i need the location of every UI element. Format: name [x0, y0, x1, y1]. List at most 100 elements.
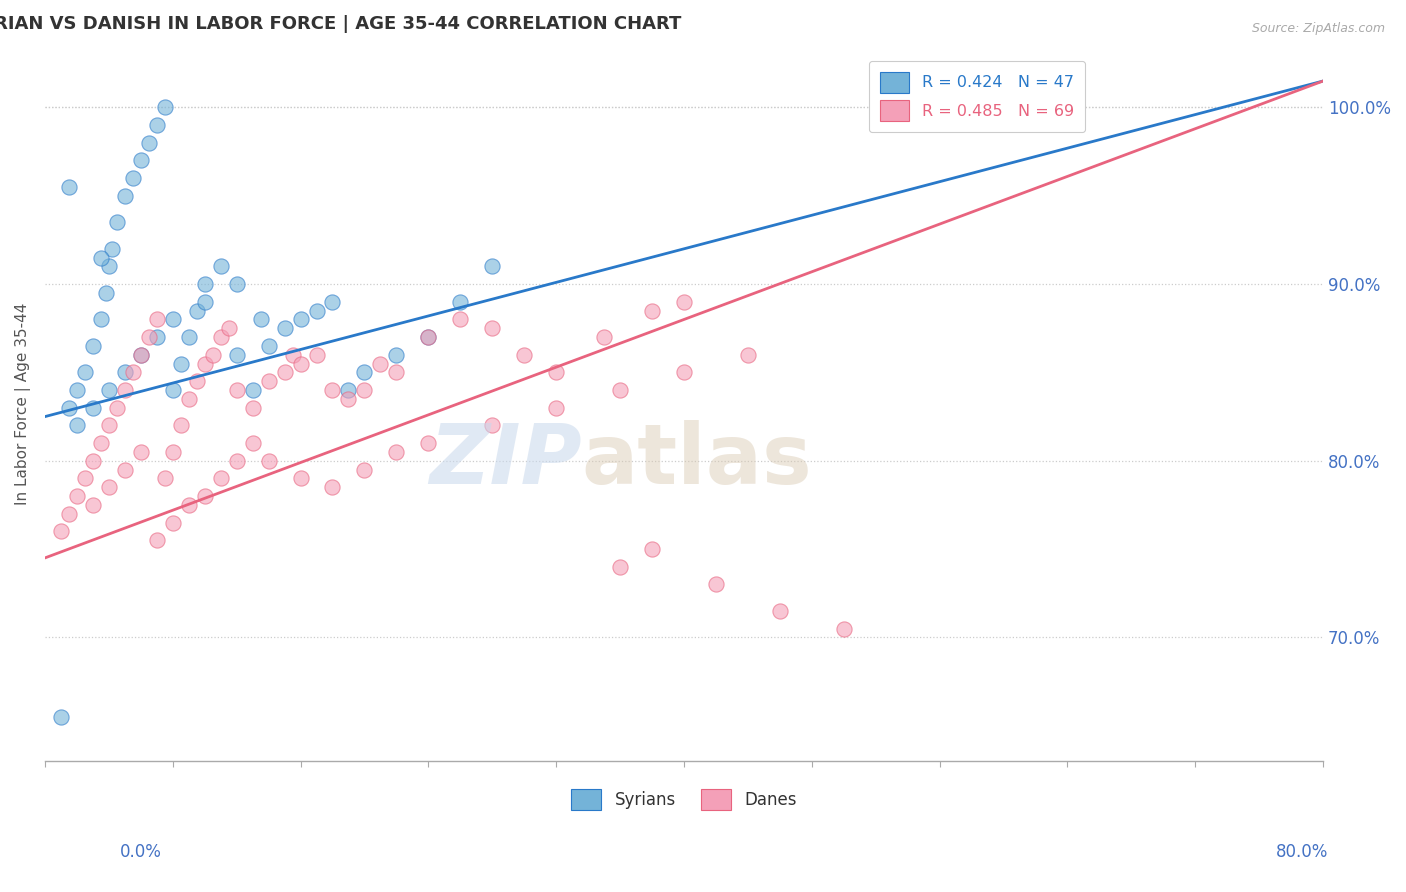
Point [138, 136, 160, 150]
Point [769, 604, 792, 618]
Point [449, 294, 471, 309]
Point [257, 374, 280, 388]
Point [66, 383, 89, 397]
Point [186, 374, 208, 388]
Point [481, 260, 503, 274]
Point [418, 330, 440, 344]
Point [121, 171, 143, 186]
Point [49, 524, 72, 539]
Point [97, 480, 120, 494]
Point [145, 533, 167, 548]
Point [201, 348, 224, 362]
Point [672, 294, 695, 309]
Point [90, 312, 112, 326]
Point [353, 383, 375, 397]
Point [66, 418, 89, 433]
Point [481, 321, 503, 335]
Point [481, 418, 503, 433]
Point [609, 559, 631, 574]
Point [177, 330, 200, 344]
Point [225, 454, 247, 468]
Point [153, 101, 176, 115]
Point [194, 489, 217, 503]
Text: ZIP: ZIP [429, 420, 582, 501]
Point [58, 507, 80, 521]
Point [194, 357, 217, 371]
Point [162, 516, 184, 530]
Point [321, 294, 343, 309]
Point [90, 251, 112, 265]
Point [385, 348, 408, 362]
Point [370, 357, 392, 371]
Point [209, 260, 232, 274]
Point [385, 366, 408, 380]
Point [94, 285, 117, 300]
Point [162, 312, 184, 326]
Point [641, 303, 664, 318]
Text: SYRIAN VS DANISH IN LABOR FORCE | AGE 35-44 CORRELATION CHART: SYRIAN VS DANISH IN LABOR FORCE | AGE 35… [0, 15, 682, 33]
Point [672, 366, 695, 380]
Point [321, 383, 343, 397]
Y-axis label: In Labor Force | Age 35-44: In Labor Force | Age 35-44 [15, 302, 31, 505]
Point [162, 383, 184, 397]
Text: 0.0%: 0.0% [120, 843, 162, 861]
Point [609, 383, 631, 397]
Point [209, 471, 232, 485]
Point [290, 312, 312, 326]
Point [513, 348, 536, 362]
Point [194, 294, 217, 309]
Point [177, 392, 200, 406]
Point [290, 357, 312, 371]
Point [418, 330, 440, 344]
Point [546, 366, 568, 380]
Point [145, 330, 167, 344]
Point [129, 348, 152, 362]
Legend: Syrians, Danes: Syrians, Danes [565, 782, 803, 817]
Point [114, 383, 136, 397]
Point [105, 401, 128, 415]
Point [73, 471, 96, 485]
Point [82, 454, 104, 468]
Point [737, 348, 759, 362]
Point [90, 436, 112, 450]
Point [353, 462, 375, 476]
Point [385, 445, 408, 459]
Point [225, 277, 247, 292]
Point [337, 392, 360, 406]
Point [273, 321, 295, 335]
Point [58, 401, 80, 415]
Point [129, 348, 152, 362]
Point [114, 366, 136, 380]
Point [114, 462, 136, 476]
Point [249, 312, 271, 326]
Point [129, 445, 152, 459]
Point [129, 153, 152, 168]
Point [66, 489, 89, 503]
Point [832, 622, 855, 636]
Point [225, 383, 247, 397]
Point [194, 277, 217, 292]
Point [73, 366, 96, 380]
Point [305, 303, 328, 318]
Point [170, 357, 193, 371]
Point [218, 321, 240, 335]
Point [82, 401, 104, 415]
Point [58, 180, 80, 194]
Point [162, 445, 184, 459]
Point [290, 471, 312, 485]
Point [97, 418, 120, 433]
Point [641, 542, 664, 557]
Point [186, 303, 208, 318]
Point [257, 454, 280, 468]
Point [281, 348, 304, 362]
Point [170, 418, 193, 433]
Point [82, 498, 104, 512]
Text: 80.0%: 80.0% [1277, 843, 1329, 861]
Text: Source: ZipAtlas.com: Source: ZipAtlas.com [1251, 22, 1385, 36]
Point [225, 348, 247, 362]
Point [418, 436, 440, 450]
Point [273, 366, 295, 380]
Point [704, 577, 727, 591]
Point [449, 312, 471, 326]
Point [145, 312, 167, 326]
